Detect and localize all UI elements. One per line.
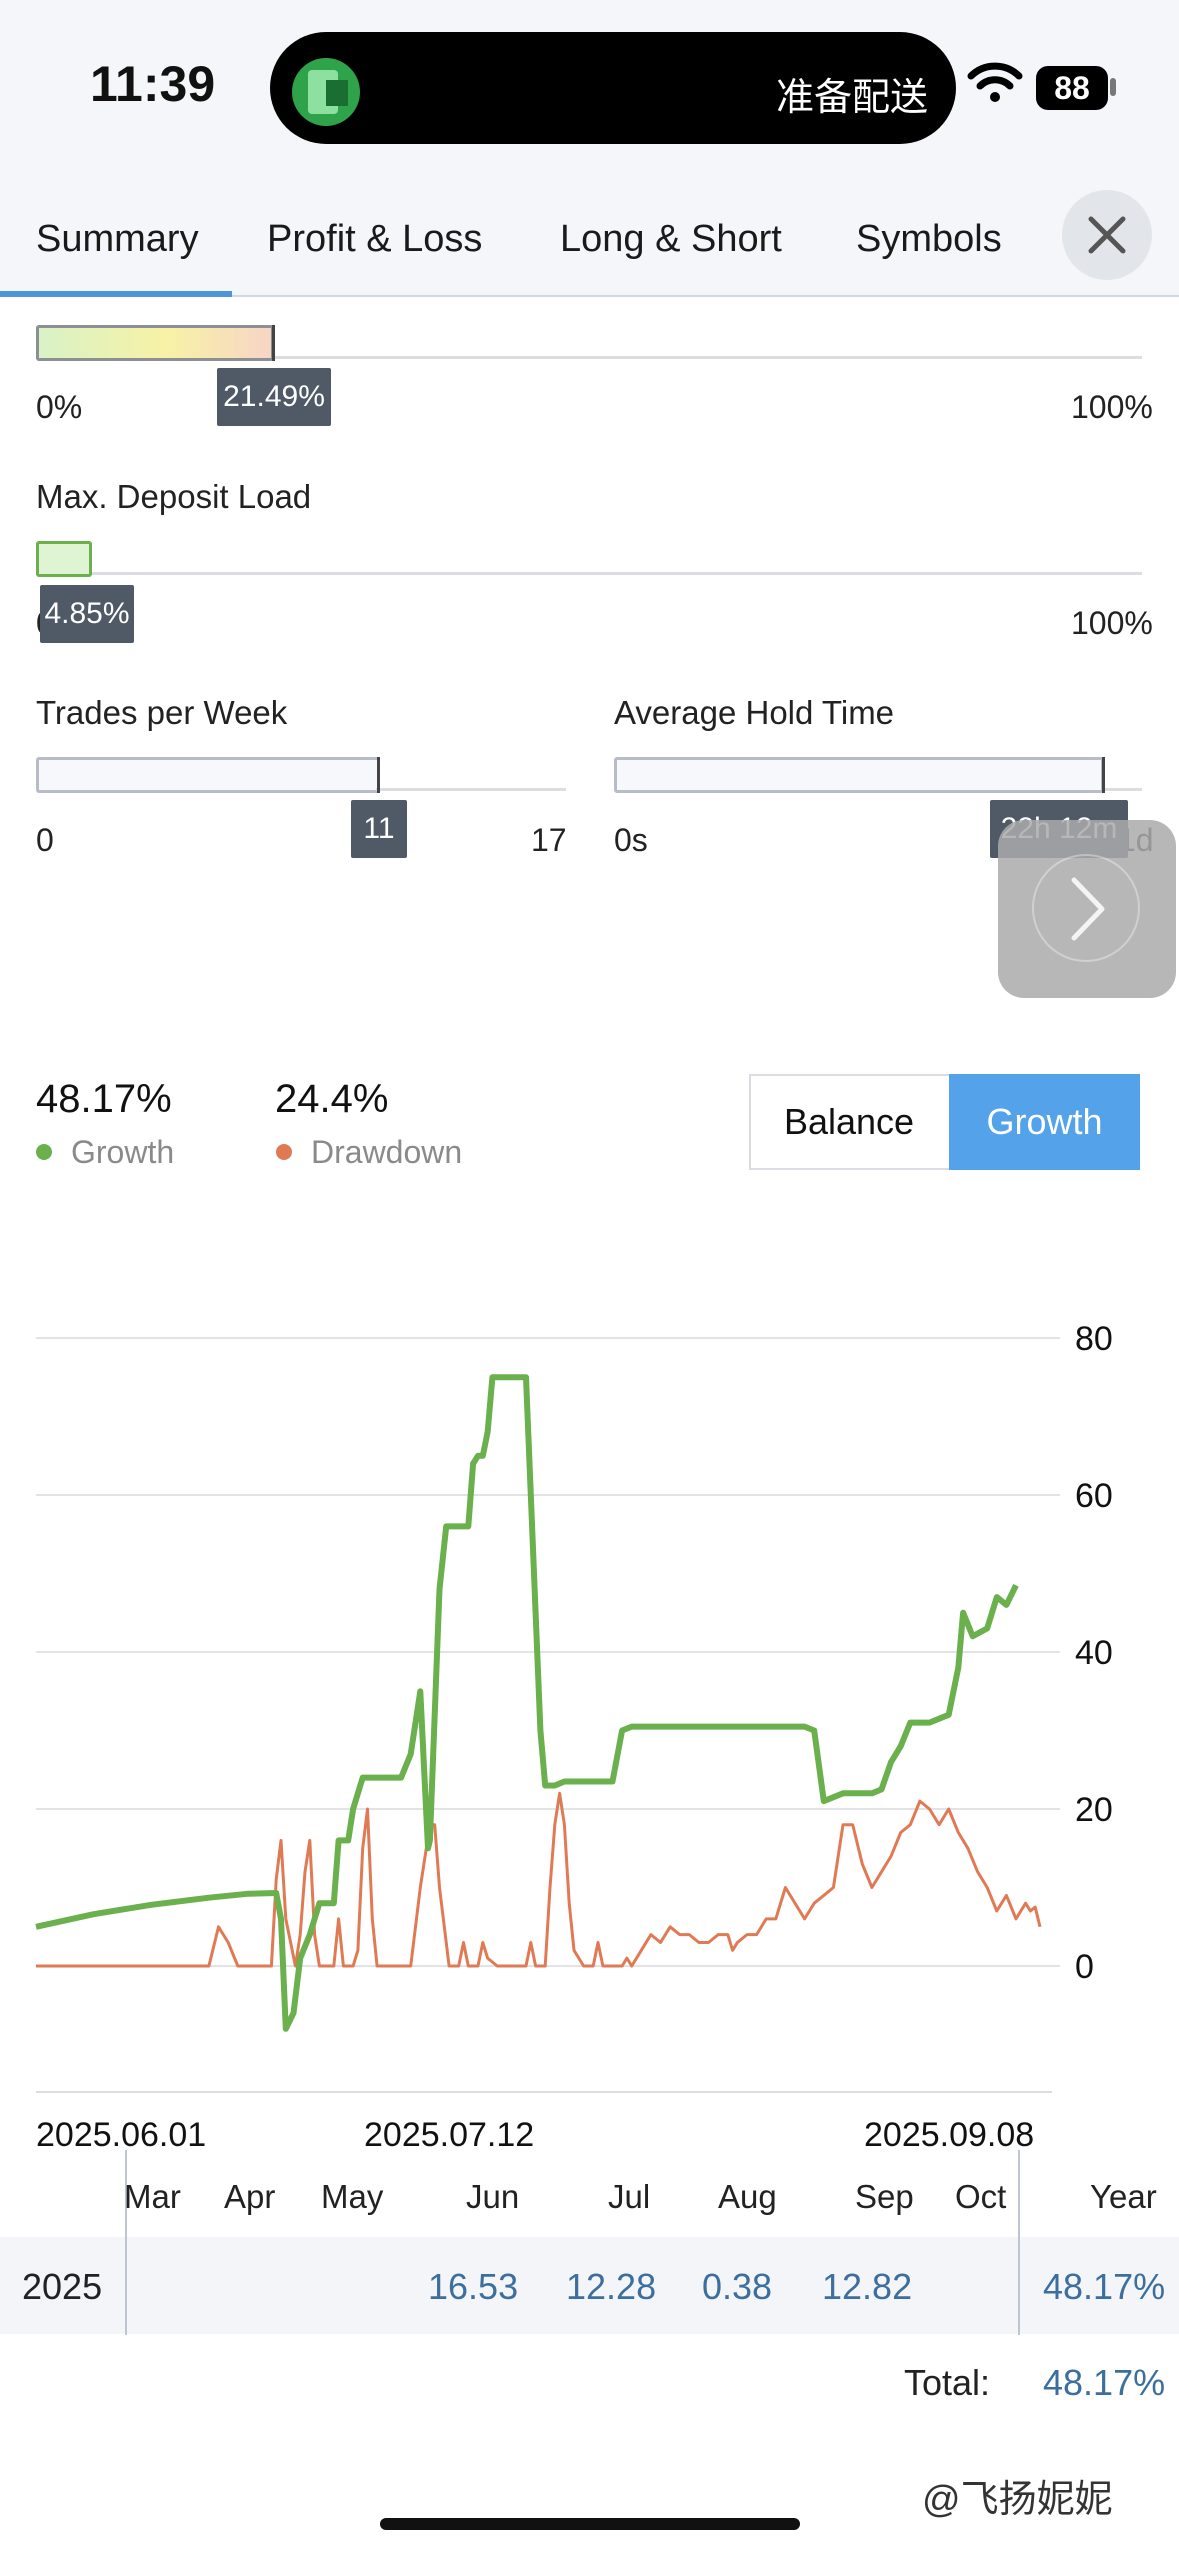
gauge-max-label: 100% bbox=[1071, 605, 1153, 641]
y-tick-label: 40 bbox=[1075, 1634, 1113, 1672]
drawdown-series-line bbox=[36, 1791, 1042, 1968]
tab-bar bbox=[0, 165, 1179, 297]
chevron-right-icon bbox=[1071, 877, 1105, 941]
trades-per-week-fill bbox=[36, 757, 380, 793]
growth-legend-dot bbox=[36, 1144, 52, 1160]
gauge-marker bbox=[377, 757, 380, 793]
x-tick-label: 2025.07.12 bbox=[364, 2116, 535, 2154]
gauge-track bbox=[36, 572, 1142, 575]
hold-time-fill bbox=[614, 757, 1104, 793]
tab-long-short[interactable]: Long & Short bbox=[560, 218, 782, 260]
gauge-track bbox=[376, 788, 566, 791]
y-tick-label: 0 bbox=[1075, 1948, 1094, 1986]
month-header: Jul bbox=[608, 2178, 651, 2215]
growth-label: Growth bbox=[71, 1134, 175, 1170]
gauge-max-label: 17 bbox=[531, 822, 567, 858]
tab-profit-loss[interactable]: Profit & Loss bbox=[267, 218, 483, 260]
year-header: Year bbox=[1090, 2178, 1157, 2215]
close-icon bbox=[1088, 216, 1126, 254]
y-tick-label: 80 bbox=[1075, 1320, 1113, 1358]
table-row bbox=[0, 2237, 1179, 2334]
balance-toggle-button[interactable]: Balance bbox=[783, 1101, 915, 1142]
next-page-button[interactable] bbox=[998, 820, 1176, 998]
total-label: Total: bbox=[904, 2362, 991, 2403]
trades-per-week-tooltip: 11 bbox=[351, 800, 407, 858]
app-thumbnail-icon bbox=[292, 58, 360, 126]
month-header: May bbox=[321, 2178, 384, 2215]
close-button[interactable] bbox=[1062, 190, 1152, 280]
risk-gauge-fill bbox=[36, 325, 274, 361]
average-hold-time-title: Average Hold Time bbox=[614, 694, 895, 731]
month-header: Sep bbox=[855, 2178, 914, 2215]
gauge-max-label: 100% bbox=[1071, 389, 1153, 425]
growth-value: 48.17% bbox=[36, 1077, 172, 1121]
y-tick-label: 60 bbox=[1075, 1477, 1113, 1515]
wifi-icon bbox=[967, 62, 1023, 102]
month-value-jul[interactable]: 12.28 bbox=[566, 2266, 657, 2307]
gauge-value-tooltip: 21.49% bbox=[217, 368, 331, 426]
dynamic-island[interactable] bbox=[270, 32, 956, 144]
deposit-load-fill bbox=[36, 541, 92, 577]
month-header: Oct bbox=[955, 2178, 1007, 2215]
tab-symbols[interactable]: Symbols bbox=[856, 218, 1002, 260]
deposit-load-tooltip: 4.85% bbox=[40, 585, 134, 643]
gauge-min-label: 0s bbox=[614, 822, 648, 858]
month-header: Aug bbox=[718, 2178, 777, 2215]
gauge-track bbox=[1104, 788, 1142, 791]
growth-chart: 80 60 40 20 0 bbox=[35, 1320, 1113, 2093]
gauge-marker bbox=[272, 325, 275, 361]
battery-cap bbox=[1110, 78, 1116, 96]
watermark-text: @飞扬妮妮 bbox=[922, 2479, 1113, 2521]
table-divider bbox=[1018, 2150, 1020, 2335]
gauge-min-label: 0 bbox=[36, 822, 54, 858]
year-total-value[interactable]: 48.17% bbox=[1043, 2266, 1166, 2307]
growth-series-line bbox=[35, 1374, 1019, 2032]
month-header: Jun bbox=[466, 2178, 520, 2215]
deposit-load-title: Max. Deposit Load bbox=[36, 478, 312, 515]
home-indicator[interactable] bbox=[380, 2518, 800, 2530]
drawdown-label: Drawdown bbox=[311, 1134, 463, 1170]
month-header: Mar bbox=[124, 2178, 181, 2215]
tab-summary[interactable]: Summary bbox=[36, 218, 199, 260]
gauge-track bbox=[36, 356, 1142, 359]
month-value-jun[interactable]: 16.53 bbox=[428, 2266, 519, 2307]
gauge-min-label: 0% bbox=[36, 389, 83, 425]
trades-per-week-title: Trades per Week bbox=[36, 694, 288, 731]
drawdown-value: 24.4% bbox=[275, 1077, 389, 1121]
month-value-sep[interactable]: 12.82 bbox=[822, 2266, 913, 2307]
month-header: Apr bbox=[224, 2178, 276, 2215]
active-tab-indicator bbox=[0, 291, 232, 297]
y-tick-label: 20 bbox=[1075, 1791, 1113, 1829]
status-time: 11:39 bbox=[90, 56, 216, 112]
island-activity-text: 准备配送 bbox=[776, 77, 929, 119]
row-year-label: 2025 bbox=[22, 2266, 103, 2307]
total-value: 48.17% bbox=[1043, 2362, 1166, 2403]
x-tick-label: 2025.09.08 bbox=[864, 2116, 1035, 2154]
growth-toggle-button[interactable]: Growth bbox=[949, 1074, 1140, 1170]
battery-level: 88 bbox=[1036, 66, 1108, 110]
gauge-marker bbox=[1102, 757, 1105, 793]
drawdown-legend-dot bbox=[276, 1144, 292, 1160]
x-tick-label: 2025.06.01 bbox=[36, 2116, 207, 2154]
month-value-aug[interactable]: 0.38 bbox=[702, 2266, 773, 2307]
table-divider bbox=[125, 2150, 127, 2335]
